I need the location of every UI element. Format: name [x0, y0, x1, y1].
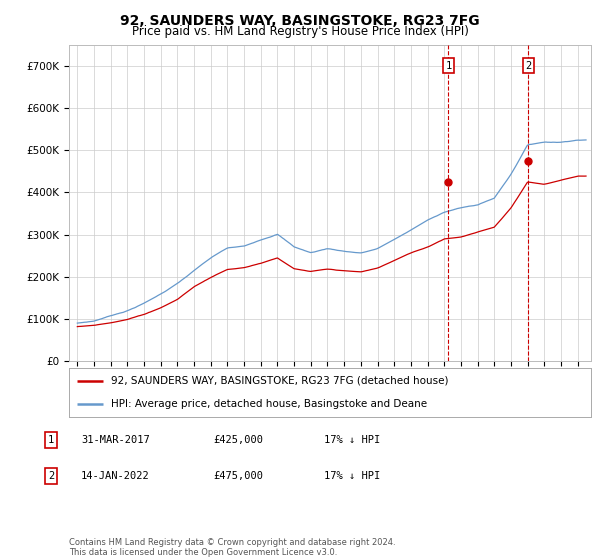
Text: Contains HM Land Registry data © Crown copyright and database right 2024.
This d: Contains HM Land Registry data © Crown c… [69, 538, 395, 557]
Text: 14-JAN-2022: 14-JAN-2022 [81, 471, 150, 481]
Text: 17% ↓ HPI: 17% ↓ HPI [324, 471, 380, 481]
Text: 1: 1 [48, 435, 54, 445]
Text: HPI: Average price, detached house, Basingstoke and Deane: HPI: Average price, detached house, Basi… [111, 399, 427, 409]
Text: 2: 2 [525, 61, 532, 71]
Text: £425,000: £425,000 [213, 435, 263, 445]
Text: £475,000: £475,000 [213, 471, 263, 481]
Text: Price paid vs. HM Land Registry's House Price Index (HPI): Price paid vs. HM Land Registry's House … [131, 25, 469, 38]
Text: 17% ↓ HPI: 17% ↓ HPI [324, 435, 380, 445]
Text: 31-MAR-2017: 31-MAR-2017 [81, 435, 150, 445]
Text: 2: 2 [48, 471, 54, 481]
Text: 92, SAUNDERS WAY, BASINGSTOKE, RG23 7FG (detached house): 92, SAUNDERS WAY, BASINGSTOKE, RG23 7FG … [111, 376, 448, 386]
Text: 92, SAUNDERS WAY, BASINGSTOKE, RG23 7FG: 92, SAUNDERS WAY, BASINGSTOKE, RG23 7FG [120, 14, 480, 28]
Text: 1: 1 [445, 61, 452, 71]
